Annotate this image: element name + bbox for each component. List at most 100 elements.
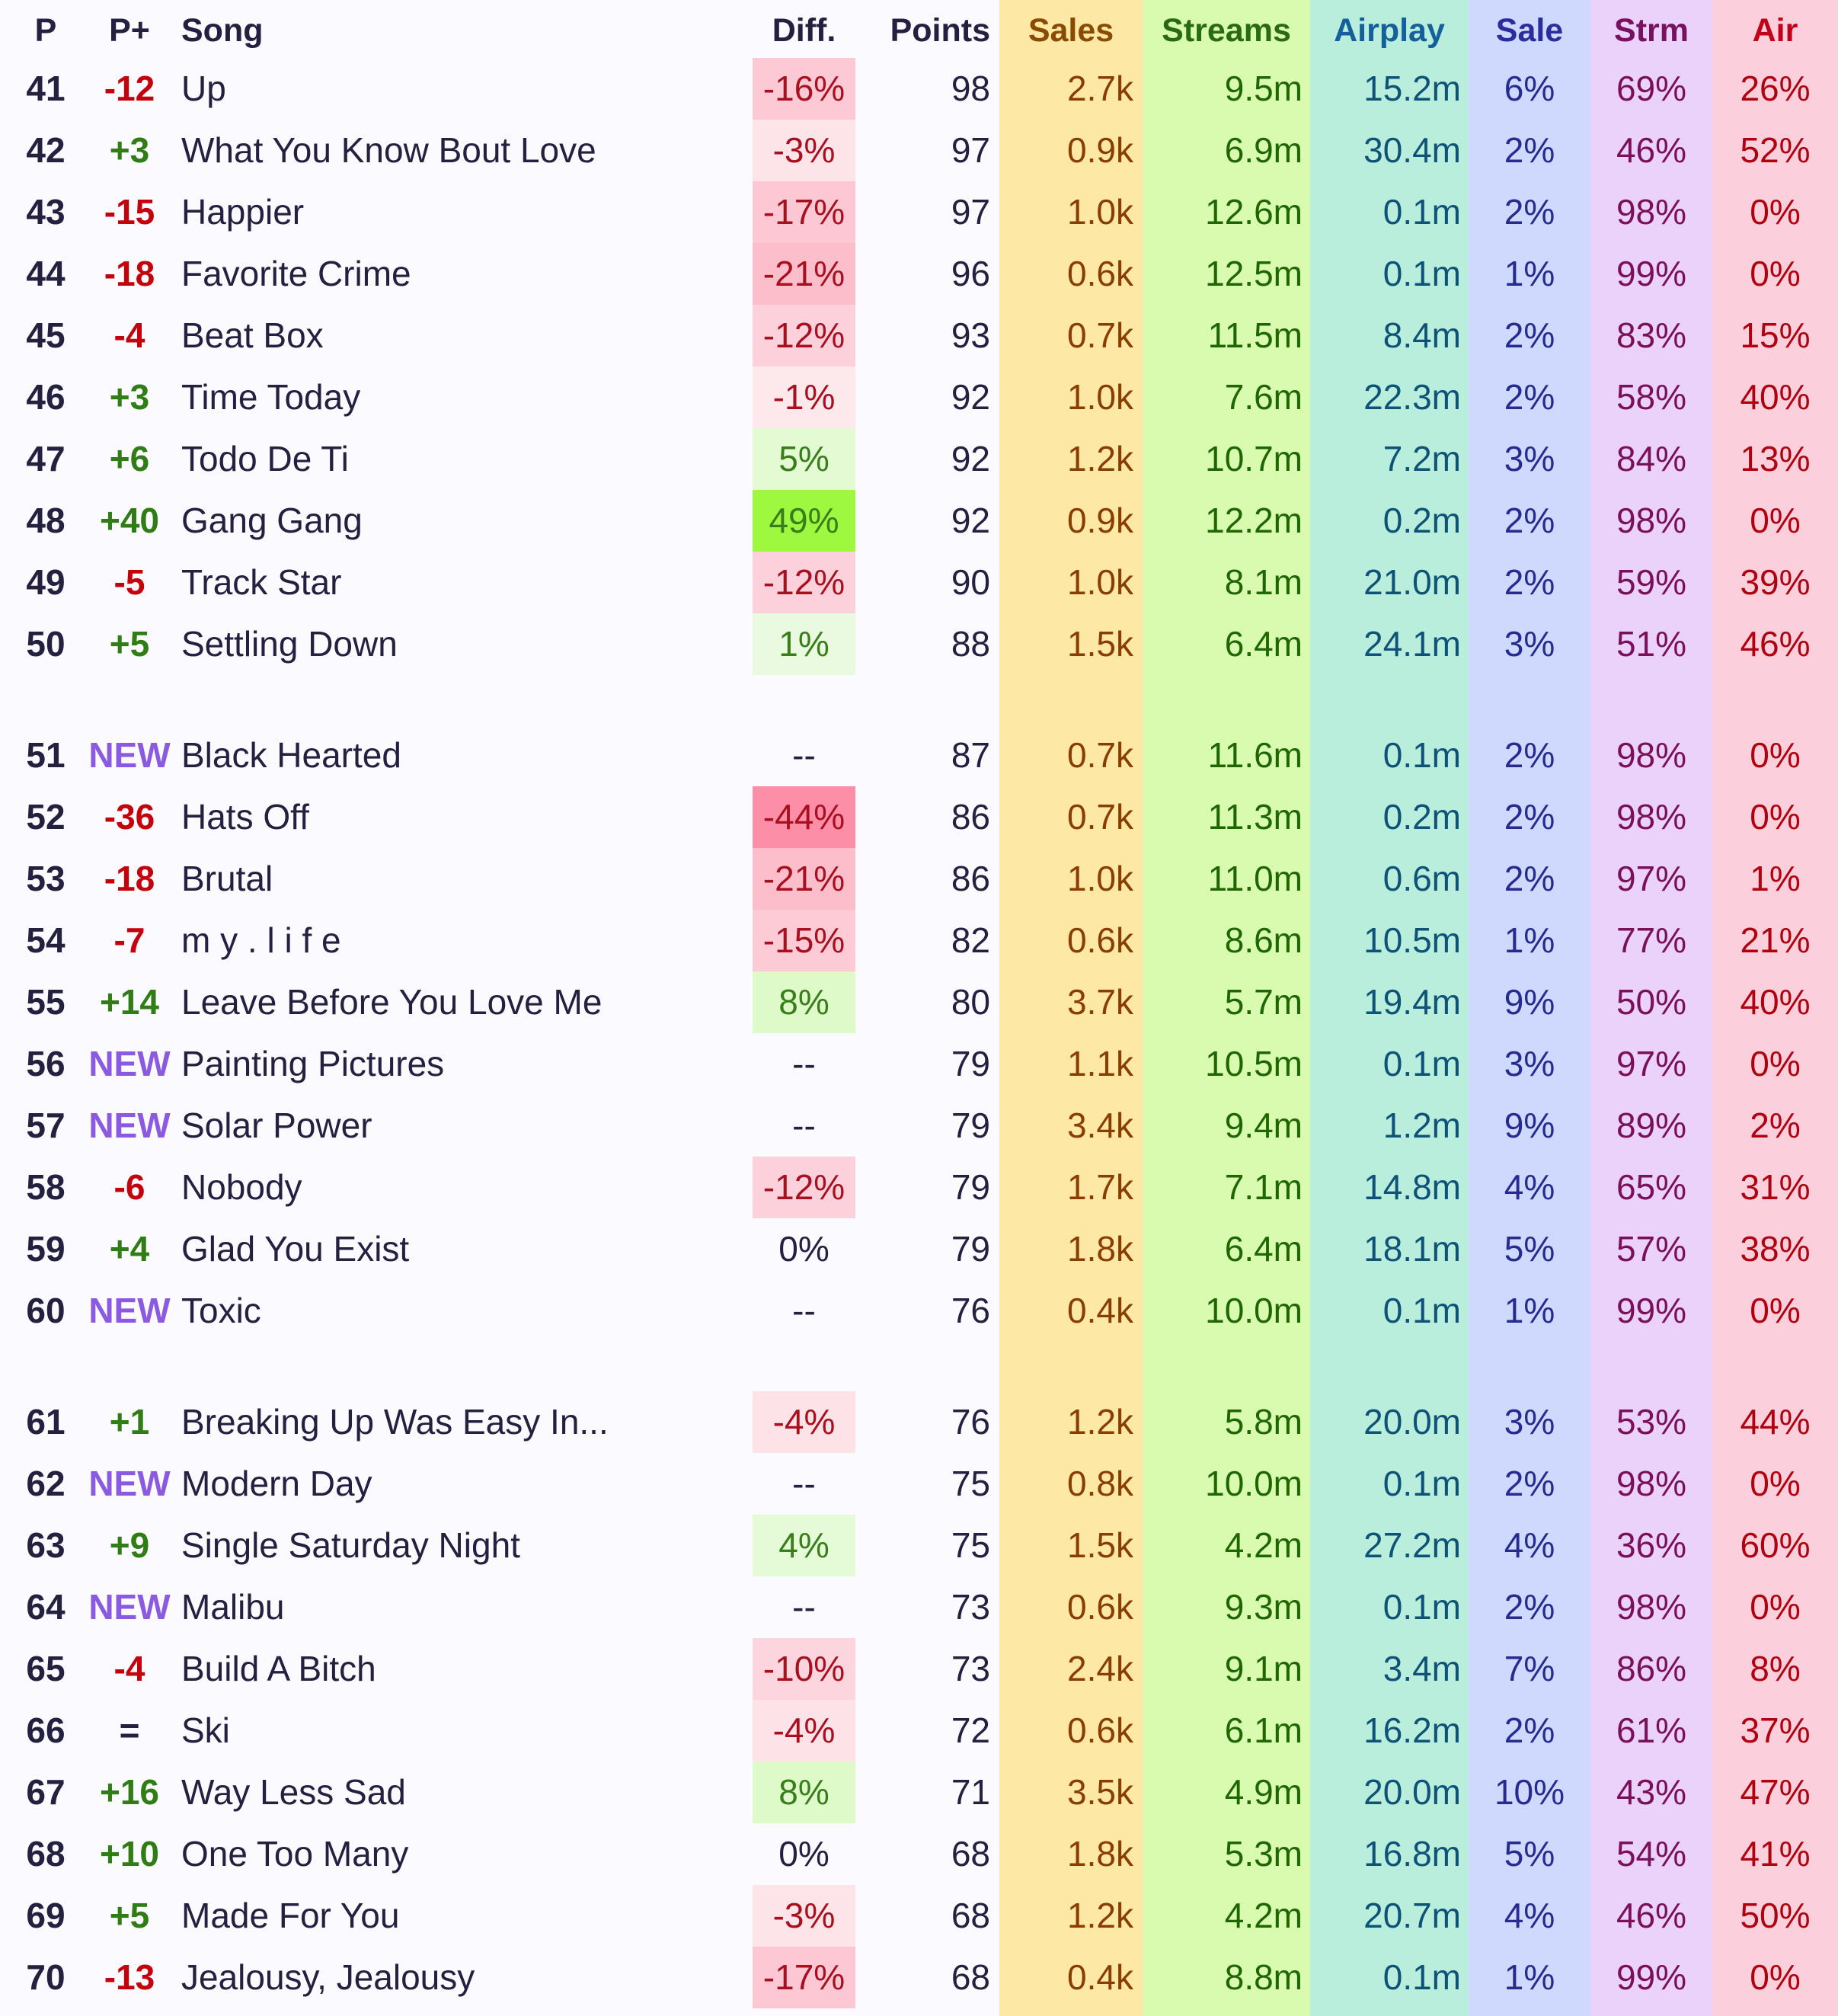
sale-pct-cell: 2%	[1504, 1710, 1555, 1750]
sale-band	[1469, 0, 1590, 2016]
diff-cell: 8%	[753, 1762, 855, 1823]
change-cell: -5	[113, 562, 145, 602]
position-cell: 61	[26, 1402, 66, 1442]
song-title: Track Star	[181, 562, 342, 602]
song-title: Ski	[181, 1710, 230, 1750]
sales-cell: 1.0k	[1067, 377, 1133, 417]
sale-pct-cell: 2%	[1504, 315, 1555, 355]
diff-cell: --	[792, 1464, 816, 1503]
airplay-cell: 8.4m	[1382, 315, 1461, 355]
strm-pct-cell: 98%	[1616, 1464, 1687, 1503]
streams-cell: 9.1m	[1224, 1649, 1303, 1688]
air-pct-cell: 60%	[1740, 1525, 1811, 1565]
diff-cell: --	[792, 735, 816, 775]
points-cell: 68	[951, 1834, 990, 1874]
airplay-band	[1310, 0, 1469, 2016]
diff-cell: -3%	[753, 1885, 855, 1947]
header-p: P	[34, 12, 57, 49]
song-title: Way Less Sad	[181, 1772, 406, 1812]
change-cell: +6	[109, 439, 150, 478]
points-cell: 79	[951, 1044, 990, 1083]
diff-cell: -12%	[753, 1157, 855, 1218]
air-band	[1712, 0, 1838, 2016]
change-cell: +40	[99, 501, 160, 540]
change-cell: +10	[99, 1834, 160, 1874]
diff-cell: -17%	[753, 1947, 855, 2008]
change-cell: +1	[109, 1402, 150, 1442]
diff-cell: 1%	[753, 613, 855, 675]
song-title: Settling Down	[181, 624, 398, 664]
points-cell: 87	[951, 735, 990, 775]
streams-cell: 12.2m	[1205, 501, 1303, 540]
air-pct-cell: 0%	[1750, 1957, 1801, 1997]
sales-cell: 0.6k	[1067, 1587, 1133, 1627]
airplay-cell: 0.2m	[1382, 797, 1461, 837]
streams-cell: 5.3m	[1224, 1834, 1303, 1874]
diff-cell: 0%	[778, 1229, 829, 1269]
position-cell: 70	[26, 1957, 66, 1997]
airplay-cell: 0.1m	[1382, 1044, 1461, 1083]
sale-pct-cell: 3%	[1504, 1044, 1555, 1083]
song-title: Hats Off	[181, 797, 309, 837]
streams-cell: 9.4m	[1224, 1106, 1303, 1145]
strm-pct-cell: 51%	[1616, 624, 1687, 664]
points-cell: 97	[951, 130, 990, 170]
air-pct-cell: 0%	[1750, 797, 1801, 837]
song-title: Jealousy, Jealousy	[181, 1957, 475, 1997]
airplay-cell: 22.3m	[1363, 377, 1461, 417]
sale-pct-cell: 1%	[1504, 920, 1555, 960]
airplay-cell: 0.1m	[1382, 1587, 1461, 1627]
change-cell: -36	[104, 797, 155, 837]
airplay-cell: 21.0m	[1363, 562, 1461, 602]
change-cell: -7	[113, 920, 145, 960]
air-pct-cell: 41%	[1740, 1834, 1811, 1874]
sale-pct-cell: 2%	[1504, 562, 1555, 602]
airplay-cell: 3.4m	[1382, 1649, 1461, 1688]
position-cell: 49	[26, 562, 66, 602]
header-sale: Sale	[1495, 12, 1564, 49]
streams-cell: 11.0m	[1207, 859, 1303, 898]
diff-cell: -1%	[753, 366, 855, 428]
position-cell: 50	[26, 624, 66, 664]
airplay-cell: 0.2m	[1382, 501, 1461, 540]
position-cell: 62	[26, 1464, 66, 1503]
strm-pct-cell: 89%	[1616, 1106, 1687, 1145]
points-cell: 82	[951, 920, 990, 960]
sales-cell: 0.7k	[1067, 797, 1133, 837]
points-cell: 75	[951, 1525, 990, 1565]
diff-cell: -21%	[753, 848, 855, 910]
air-pct-cell: 0%	[1750, 1587, 1801, 1627]
streams-cell: 5.7m	[1224, 982, 1303, 1022]
change-cell: NEW	[88, 1044, 171, 1083]
song-title: Nobody	[181, 1167, 302, 1207]
streams-cell: 6.1m	[1224, 1710, 1303, 1750]
strm-pct-cell: 57%	[1616, 1229, 1687, 1269]
song-title: Beat Box	[181, 315, 324, 355]
air-pct-cell: 21%	[1740, 920, 1811, 960]
points-cell: 79	[951, 1167, 990, 1207]
song-title: Build A Bitch	[181, 1649, 376, 1688]
points-cell: 92	[951, 501, 990, 540]
diff-cell: -16%	[753, 58, 855, 120]
points-cell: 79	[951, 1106, 990, 1145]
streams-cell: 8.1m	[1224, 562, 1303, 602]
airplay-cell: 1.2m	[1382, 1106, 1461, 1145]
airplay-cell: 0.1m	[1382, 1957, 1461, 1997]
streams-cell: 10.7m	[1205, 439, 1303, 478]
sales-band	[999, 0, 1143, 2016]
change-cell: -4	[113, 1649, 145, 1688]
streams-cell: 10.5m	[1205, 1044, 1303, 1083]
song-title: Black Hearted	[181, 735, 401, 775]
position-cell: 41	[26, 69, 66, 108]
diff-cell: -12%	[753, 552, 855, 613]
strm-pct-cell: 46%	[1616, 130, 1687, 170]
change-cell: -13	[104, 1957, 155, 1997]
airplay-cell: 0.6m	[1382, 859, 1461, 898]
airplay-cell: 0.1m	[1382, 1291, 1461, 1330]
air-pct-cell: 26%	[1740, 69, 1811, 108]
song-title: Leave Before You Love Me	[181, 982, 603, 1022]
air-pct-cell: 0%	[1750, 254, 1801, 293]
sales-cell: 0.6k	[1067, 920, 1133, 960]
sale-pct-cell: 2%	[1504, 377, 1555, 417]
